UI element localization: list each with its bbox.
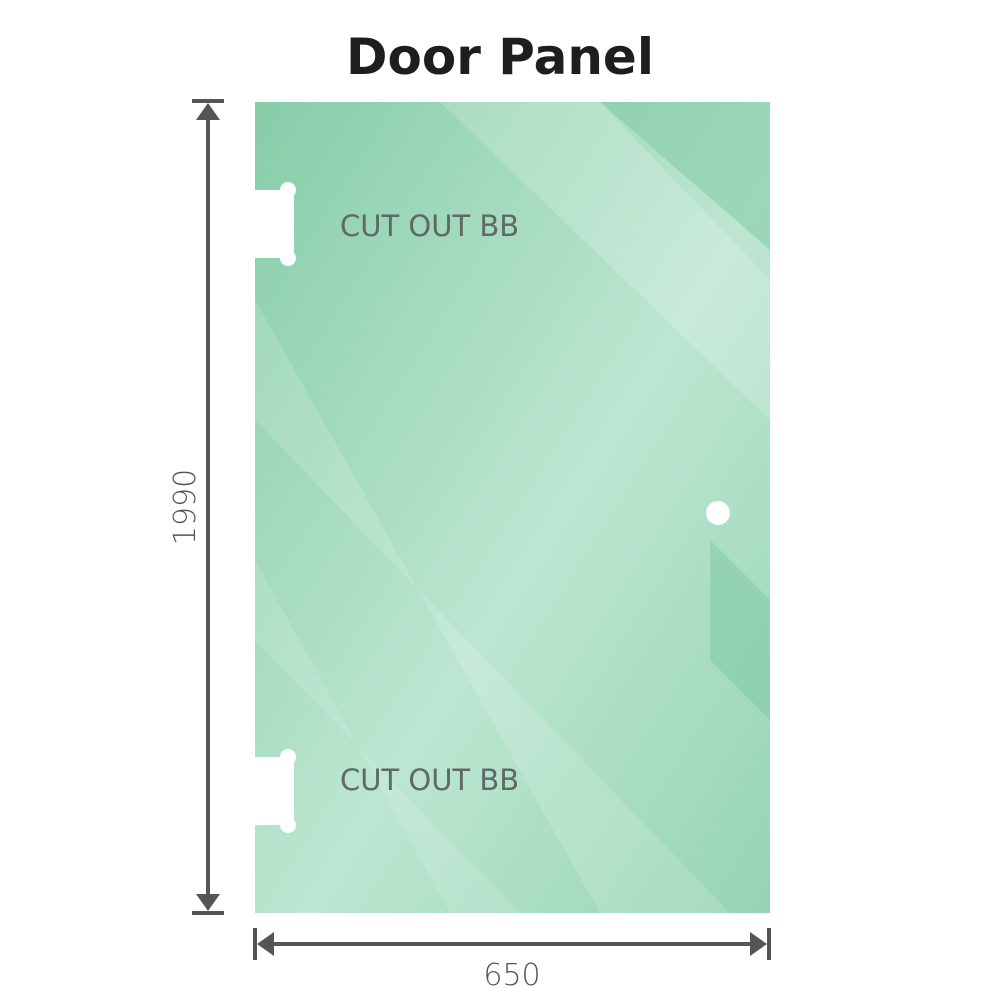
width-dimension-line: [253, 928, 771, 960]
width-dimension-label: 650: [483, 958, 540, 993]
handle-hole: [706, 501, 730, 525]
height-dimension-line: [192, 99, 224, 915]
cutout-top: [252, 182, 296, 266]
cutout-top-label: CUT OUT BB: [340, 209, 519, 243]
diagram-title: Door Panel: [346, 28, 654, 86]
cutout-bottom-label: CUT OUT BB: [340, 763, 519, 797]
glass-panel: [255, 102, 770, 913]
cutout-bottom: [252, 749, 296, 833]
height-dimension-label: 1990: [168, 469, 203, 545]
